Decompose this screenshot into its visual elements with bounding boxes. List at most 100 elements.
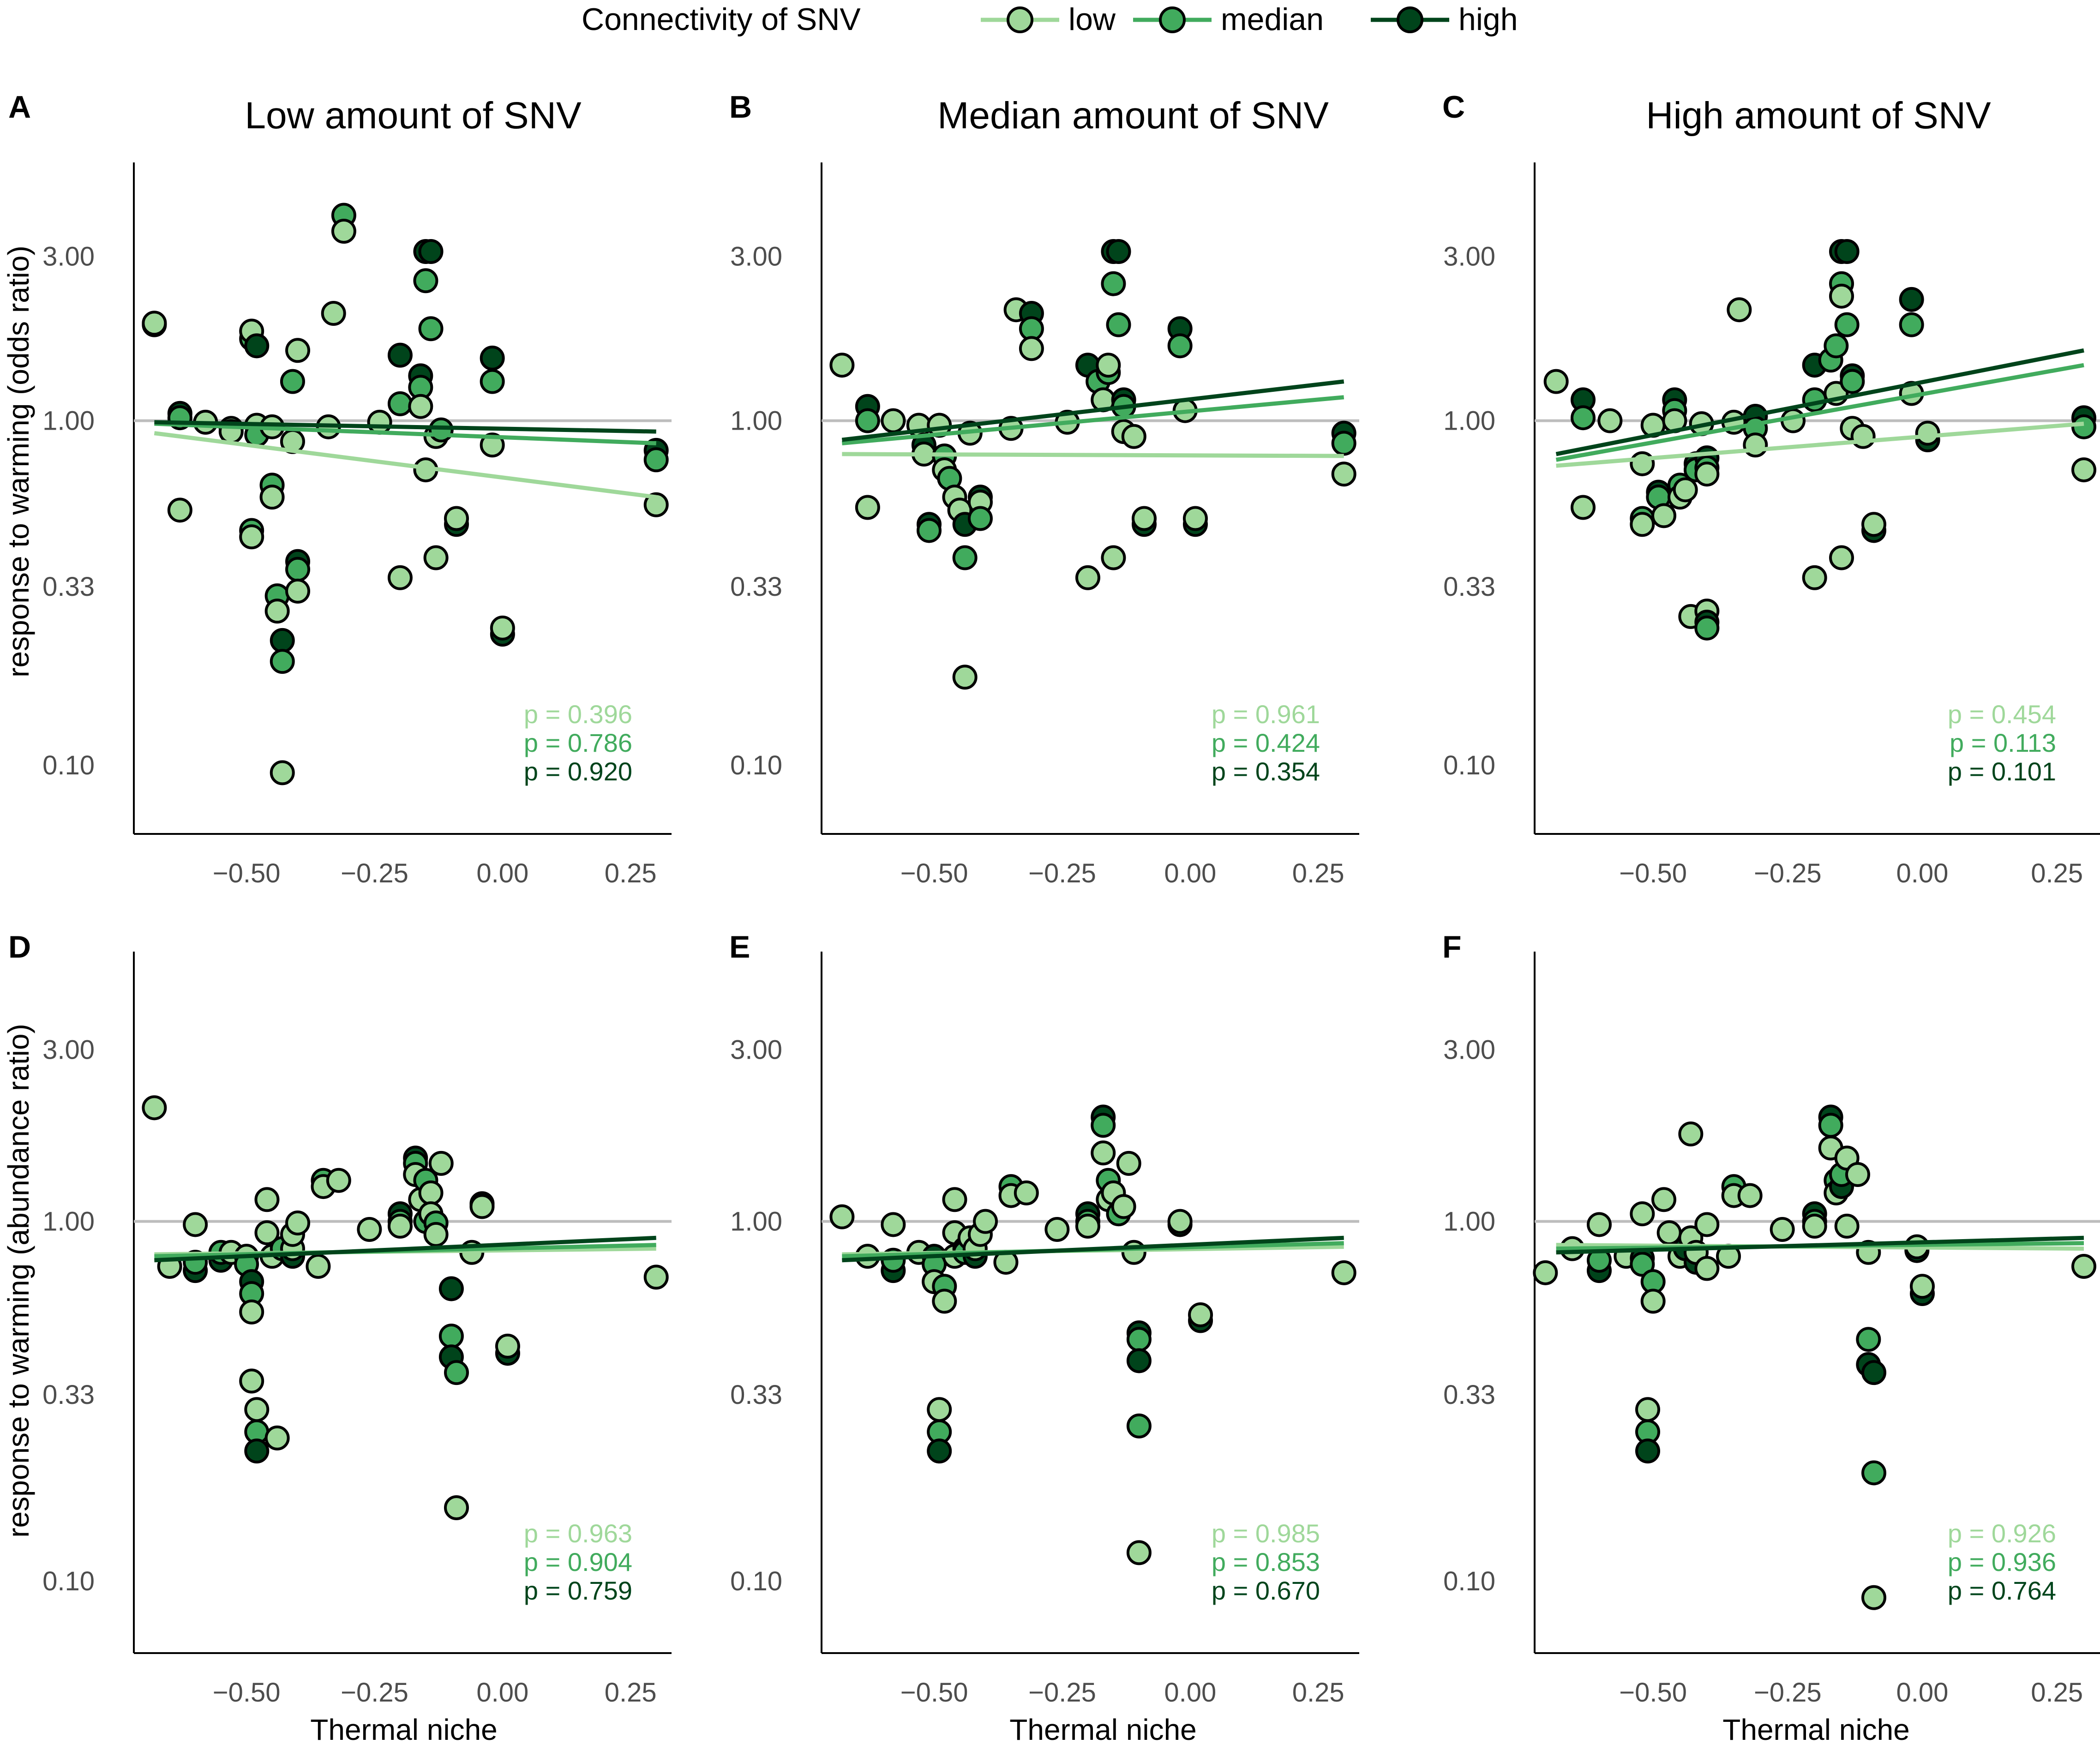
data-point-low: [1126, 1540, 1152, 1565]
data-point-low: [1587, 1212, 1612, 1237]
legend-key-median: median: [1133, 2, 1324, 37]
legend-title: Connectivity of SNV: [582, 2, 861, 37]
data-point-median: [2071, 414, 2096, 439]
panel-letter: B: [729, 90, 752, 125]
data-point-low: [1845, 1162, 1870, 1187]
data-point-low: [1694, 461, 1720, 487]
data-point-median: [1630, 1252, 1655, 1277]
data-point-low: [1167, 1209, 1193, 1234]
y-tick-label: 0.33: [1443, 572, 1495, 602]
data-point-low: [1651, 503, 1676, 528]
data-point-low: [321, 300, 346, 326]
data-point-low: [1829, 283, 1854, 309]
data-point-median: [480, 369, 505, 394]
data-point-median: [917, 518, 942, 543]
data-point-low: [1044, 1217, 1070, 1242]
data-point-low: [285, 578, 311, 604]
panel-b: B 0.10 0.33 1.00 3.00 −0.50 −0.25 0.00 0.25 p = 0…: [729, 90, 1359, 888]
data-point-low: [142, 1095, 167, 1121]
p-value-high: p = 0.101: [1948, 757, 2056, 786]
data-point-low: [259, 485, 285, 510]
x-tick-label: 0.25: [1292, 1678, 1344, 1708]
x-tick-label: −0.25: [341, 858, 408, 888]
legend-key-point: [1159, 6, 1186, 33]
data-point-low: [927, 1397, 952, 1422]
data-point-low: [1651, 1187, 1676, 1212]
fit-line-high: [841, 379, 1344, 442]
y-tick-label: 3.00: [730, 1035, 782, 1065]
x-tick-label: 0.00: [1164, 858, 1216, 888]
fit-line-median: [1555, 363, 2084, 462]
data-point-low: [469, 1194, 495, 1219]
data-point-low: [423, 545, 449, 570]
data-point-low: [855, 495, 880, 520]
data-point-high: [244, 333, 270, 359]
data-point-low: [387, 565, 413, 590]
x-tick-label: −0.50: [1619, 1678, 1687, 1708]
y-tick-label: 1.00: [730, 1207, 782, 1237]
data-point-low: [1116, 1151, 1141, 1176]
data-point-low: [142, 311, 167, 336]
legend-key-point: [1007, 6, 1033, 33]
y-tick-label: 1.00: [1443, 1207, 1495, 1237]
data-point-low: [1075, 1213, 1100, 1239]
y-tick-label: 0.33: [730, 1380, 782, 1410]
p-value-median: p = 0.113: [1950, 728, 2056, 757]
data-point-low: [490, 615, 515, 641]
data-point-low: [942, 1187, 967, 1212]
y-tick-label: 0.33: [42, 1380, 95, 1410]
data-point-low: [932, 1289, 957, 1314]
data-point-low: [643, 1265, 669, 1290]
data-point-high: [1861, 1360, 1886, 1385]
fit-line-high: [154, 1235, 656, 1263]
p-value-median: p = 0.853: [1212, 1547, 1320, 1576]
data-point-low: [1802, 1213, 1827, 1239]
data-point-median: [1834, 312, 1860, 337]
data-point-low: [1630, 1201, 1655, 1227]
data-point-low: [254, 1187, 280, 1212]
panel-letter: D: [8, 929, 31, 965]
data-point-median: [428, 417, 454, 443]
data-point-median: [1861, 1460, 1886, 1486]
data-point-low: [1829, 545, 1854, 570]
x-tick-label: 0.00: [1164, 1678, 1216, 1708]
x-tick-label: −0.50: [1619, 858, 1687, 888]
p-value-low: p = 0.454: [1948, 700, 2056, 729]
data-point-high: [1834, 239, 1860, 264]
p-value-high: p = 0.354: [1212, 757, 1320, 786]
data-point-low: [1673, 477, 1698, 503]
data-point-high: [418, 239, 444, 264]
x-axis-label-f: Thermal niche: [1722, 1713, 1910, 1744]
data-point-low: [1075, 565, 1100, 590]
y-tick-label: 1.00: [42, 406, 95, 436]
x-tick-label: −0.50: [900, 858, 968, 888]
data-point-low: [285, 1211, 311, 1236]
data-point-low: [643, 492, 669, 517]
data-point-low: [1678, 1121, 1704, 1147]
p-value-low: p = 0.985: [1212, 1519, 1320, 1548]
x-tick-label: 0.25: [605, 858, 657, 888]
data-point-low: [952, 665, 978, 690]
x-axis-label-d: Thermal niche: [310, 1713, 498, 1744]
legend: Connectivity of SNV low median high: [582, 2, 1518, 37]
data-point-low: [1101, 545, 1126, 570]
data-point-low: [1091, 1140, 1116, 1166]
x-axis-label-e: Thermal niche: [1009, 1713, 1197, 1744]
data-point-median: [1101, 271, 1126, 296]
fit-line-median: [154, 421, 656, 445]
data-point-low: [829, 1204, 855, 1229]
data-point-median: [952, 545, 978, 570]
data-point-low: [408, 394, 433, 419]
panel-d: D 0.10 0.33 1.00 3.00 −0.50 −0.25 0.00 0.25 p = 0…: [8, 929, 672, 1708]
data-point-low: [1910, 1274, 1935, 1299]
data-point-low: [1834, 1213, 1860, 1239]
data-point-low: [1635, 1397, 1660, 1422]
panel-letter: F: [1442, 929, 1462, 965]
p-value-low: p = 0.963: [524, 1519, 632, 1548]
data-point-high: [927, 1438, 952, 1464]
data-point-low: [1630, 512, 1655, 537]
data-point-low: [423, 1222, 449, 1247]
fit-line-high: [1555, 348, 2084, 456]
legend-key-high: high: [1371, 2, 1518, 37]
